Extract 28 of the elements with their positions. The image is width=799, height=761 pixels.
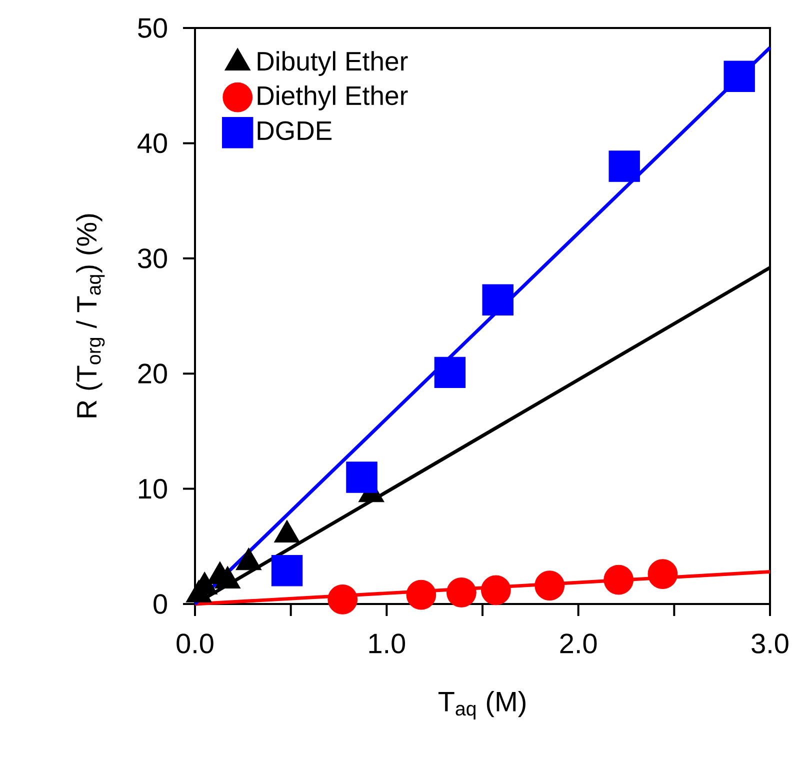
- y-tick-label: 40: [138, 133, 167, 154]
- y-tick-label: 50: [138, 18, 167, 38]
- legend-label: DGDE: [258, 121, 332, 140]
- point: [648, 559, 678, 589]
- point: [604, 564, 634, 595]
- x-tick-label: 2.0: [560, 634, 597, 654]
- point: [346, 462, 378, 493]
- x-axis-title: T$_{aq}$ (M): [438, 691, 526, 720]
- point: [406, 580, 436, 610]
- y-tick-label: 30: [138, 248, 167, 268]
- point: [446, 578, 476, 608]
- point: [534, 570, 565, 601]
- point: [434, 356, 466, 388]
- point: [608, 150, 640, 182]
- point: [482, 284, 514, 316]
- x-tick-label: 1.0: [369, 634, 406, 654]
- y-tick-label: 0: [154, 594, 167, 614]
- legend-label: Diethyl Ether: [258, 86, 408, 110]
- y-tick-label: 10: [139, 478, 167, 499]
- point: [724, 60, 755, 92]
- x-tick-label: 3.0: [752, 634, 788, 654]
- y-axis-title: R (T$_{org}$ / T$_{aq}$) (%): [76, 214, 105, 418]
- point: [480, 575, 511, 606]
- legend-label: Dibutyl Ether: [258, 51, 408, 76]
- y-tick-label: 20: [138, 364, 167, 384]
- x-tick-label: 0.0: [176, 634, 214, 654]
- point: [271, 554, 303, 586]
- point: [328, 584, 358, 614]
